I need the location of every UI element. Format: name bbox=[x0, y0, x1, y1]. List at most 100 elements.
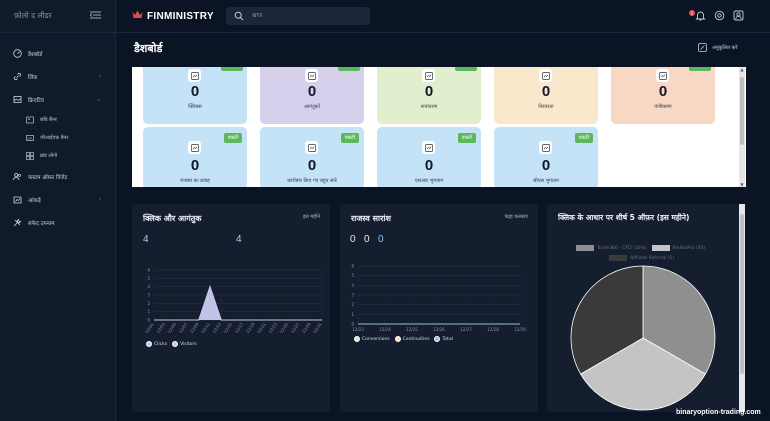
notification-bell-icon[interactable]: 1 bbox=[689, 10, 706, 21]
stat-card[interactable]: 0 क्लिक्स bbox=[143, 67, 247, 124]
sidebar-menu: डैशबोर्ड लिंक › क्रिएटिव ⌄ छवि बैनर GIF … bbox=[0, 33, 115, 234]
stat-badge-partial bbox=[455, 67, 477, 71]
stat-card[interactable]: 0 निरंतरता bbox=[494, 67, 598, 124]
x-tick-label: 12/29 bbox=[514, 327, 526, 332]
x-tick-label: 12/13 bbox=[211, 321, 222, 334]
sidebar-item-custom-offer-widget[interactable]: कस्टम ऑफ़र विजेट bbox=[0, 165, 115, 188]
x-tick-label: 12/29 bbox=[301, 321, 312, 334]
x-tick-label: 12/23 bbox=[267, 321, 278, 334]
stat-icon bbox=[539, 69, 552, 82]
at-sign-icon[interactable] bbox=[714, 10, 725, 21]
x-tick-label: 12/24 bbox=[379, 327, 391, 332]
menu-toggle-icon[interactable] bbox=[89, 11, 101, 22]
sidebar-subitem-brand-logo[interactable]: ब्रांड लोगो bbox=[0, 147, 115, 165]
brand-logo[interactable]: FINMINISTRY bbox=[132, 10, 214, 22]
legend-item-visitors[interactable]: Visitors bbox=[172, 341, 197, 347]
legend-item-total[interactable]: Total bbox=[434, 336, 453, 342]
stat-card[interactable]: 0 रूपांतरण bbox=[377, 67, 481, 124]
sidebar-item-label: क्रिएटिव bbox=[28, 97, 44, 104]
stat-card[interactable]: 0 राजस्व का प्रवाह एफ़टी bbox=[143, 127, 247, 187]
legend-item-clicks[interactable]: Clicks bbox=[146, 341, 167, 347]
brand-name: FINMINISTRY bbox=[147, 10, 214, 22]
sidebar-item-creative[interactable]: क्रिएटिव ⌄ bbox=[0, 88, 115, 111]
x-tick-label: 12/09 bbox=[189, 321, 200, 334]
search-box[interactable] bbox=[226, 7, 370, 25]
stat-badge: एफ़टी bbox=[574, 133, 593, 143]
stat-value: 0 bbox=[541, 157, 551, 174]
sidebar-item-dashboard[interactable]: डैशबोर्ड bbox=[0, 42, 115, 65]
revenue-total: 0 bbox=[378, 234, 384, 245]
stat-value: 0 bbox=[424, 83, 434, 100]
stat-label: निरंतरता bbox=[538, 104, 554, 110]
pie-slice[interactable] bbox=[570, 265, 644, 375]
legend-item-conversions[interactable]: Conversions bbox=[354, 336, 390, 342]
sidebar-item-label: लिंक bbox=[28, 74, 38, 81]
pie-legend-row-1: Trade360 - CFD (10%) BinBotPro (40) bbox=[576, 245, 705, 251]
search-icon bbox=[234, 11, 244, 21]
stat-card[interactable]: 0 आगंतुकों bbox=[260, 67, 364, 124]
period-selector[interactable]: इस महीने bbox=[302, 214, 320, 220]
stat-label: राजस्व का प्रवाह bbox=[180, 178, 210, 184]
scroll-thumb[interactable] bbox=[740, 77, 744, 145]
sidebar-item-white-label[interactable]: सफेद उपनाम bbox=[0, 211, 115, 234]
stat-card[interactable]: 0 कारोबार किए गए बहुत सारे एफ़टी bbox=[260, 127, 364, 187]
topbar: FINMINISTRY 1 bbox=[116, 0, 770, 33]
pie-slice[interactable] bbox=[642, 265, 716, 375]
y-tick-label: 4 bbox=[351, 283, 354, 288]
x-tick-label: 12/27 bbox=[460, 327, 472, 332]
sidebar-subitem-gif-banner[interactable]: GIF जीआईएफ़ बैनर bbox=[0, 129, 115, 147]
sidebar: फ़ोलो द लीडर डैशबोर्ड लिंक › क्रिएटिव ⌄ … bbox=[0, 0, 116, 421]
scroll-up-icon[interactable]: ▲ bbox=[740, 67, 744, 72]
stat-card[interactable]: 0 एसआर भुगतान एफ़टी bbox=[377, 127, 481, 187]
user-account-icon[interactable] bbox=[733, 10, 744, 21]
x-tick-label: 12/26 bbox=[433, 327, 445, 332]
image-icon bbox=[26, 116, 34, 124]
stat-label: एसआर भुगतान bbox=[414, 178, 444, 184]
chevron-right-icon: › bbox=[98, 73, 101, 80]
revenue-summary-chart: 0 1 2 3 4 5 6 12/23 12/24 12/25 12/26 12/27 12/28 12/… bbox=[351, 264, 526, 333]
revenue-summary-panel: राजस्व सारांश पंद्रह कलस्टर 0 0 0 0 1 2 3 4 5… bbox=[340, 204, 538, 412]
top-offers-panel: क्लिक के आधार पर शीर्ष 5 ऑफ़र (इस महीने)… bbox=[547, 204, 739, 412]
y-tick-label: 3 bbox=[147, 293, 150, 298]
legend-label[interactable]: Affiliate Referral (1) bbox=[630, 255, 675, 261]
chevron-down-icon: ⌄ bbox=[95, 96, 101, 103]
creative-icon bbox=[12, 95, 22, 105]
sidebar-item-links[interactable]: लिंक › bbox=[0, 65, 115, 88]
stat-card[interactable]: 0 पंजीकरण bbox=[611, 67, 715, 124]
period-selector[interactable]: पंद्रह कलस्टर bbox=[504, 214, 528, 220]
sidebar-subitem-image-banner[interactable]: छवि बैनर bbox=[0, 111, 115, 129]
y-tick-label: 2 bbox=[351, 302, 354, 307]
stat-icon bbox=[188, 69, 201, 82]
stat-icon bbox=[422, 141, 435, 154]
legend-label: Conversions bbox=[362, 336, 390, 342]
scroll-thumb[interactable] bbox=[740, 214, 744, 374]
legend-label[interactable]: Trade360 - CFD (10%) bbox=[597, 245, 647, 251]
page-title: डैशबोर्ड bbox=[134, 42, 163, 55]
legend-item-continuities[interactable]: Continuities bbox=[394, 336, 429, 342]
sidebar-header: फ़ोलो द लीडर bbox=[0, 0, 115, 33]
top-offers-pie-chart bbox=[570, 265, 716, 411]
y-tick-label: 5 bbox=[351, 273, 354, 278]
x-tick-label: 12/11 bbox=[200, 321, 211, 334]
stat-icon bbox=[305, 141, 318, 154]
search-input[interactable] bbox=[252, 13, 352, 19]
stat-value: 0 bbox=[424, 157, 434, 174]
notification-badge: 1 bbox=[689, 10, 695, 16]
page-scrollbar[interactable] bbox=[739, 204, 745, 412]
sidebar-item-stats[interactable]: आंकड़े › bbox=[0, 188, 115, 211]
stat-scrollbar[interactable]: ▲ ▼ bbox=[739, 67, 745, 187]
x-tick-label: 12/03 bbox=[155, 321, 166, 334]
scroll-down-icon[interactable]: ▼ bbox=[740, 182, 744, 187]
continuities-total: 0 bbox=[364, 234, 370, 245]
stat-value: 0 bbox=[190, 157, 200, 174]
clicks-total: 4 bbox=[143, 234, 149, 245]
x-tick-label: 12/28 bbox=[487, 327, 499, 332]
stat-label: रूपांतरण bbox=[420, 104, 438, 110]
legend-swatch bbox=[146, 341, 152, 347]
chart-legend: Clicks Visitors bbox=[146, 341, 202, 347]
customize-button[interactable]: अनुकूलित करें bbox=[698, 43, 737, 52]
legend-label[interactable]: BinBotPro (40) bbox=[672, 245, 706, 251]
stat-card[interactable]: 0 सीएस भुगतान एफ़टी bbox=[494, 127, 598, 187]
clicks-visitors-panel: क्लिक और आगंतुक इस महीने 4 4 0 1 2 3 4 5 6 12/0… bbox=[132, 204, 330, 412]
